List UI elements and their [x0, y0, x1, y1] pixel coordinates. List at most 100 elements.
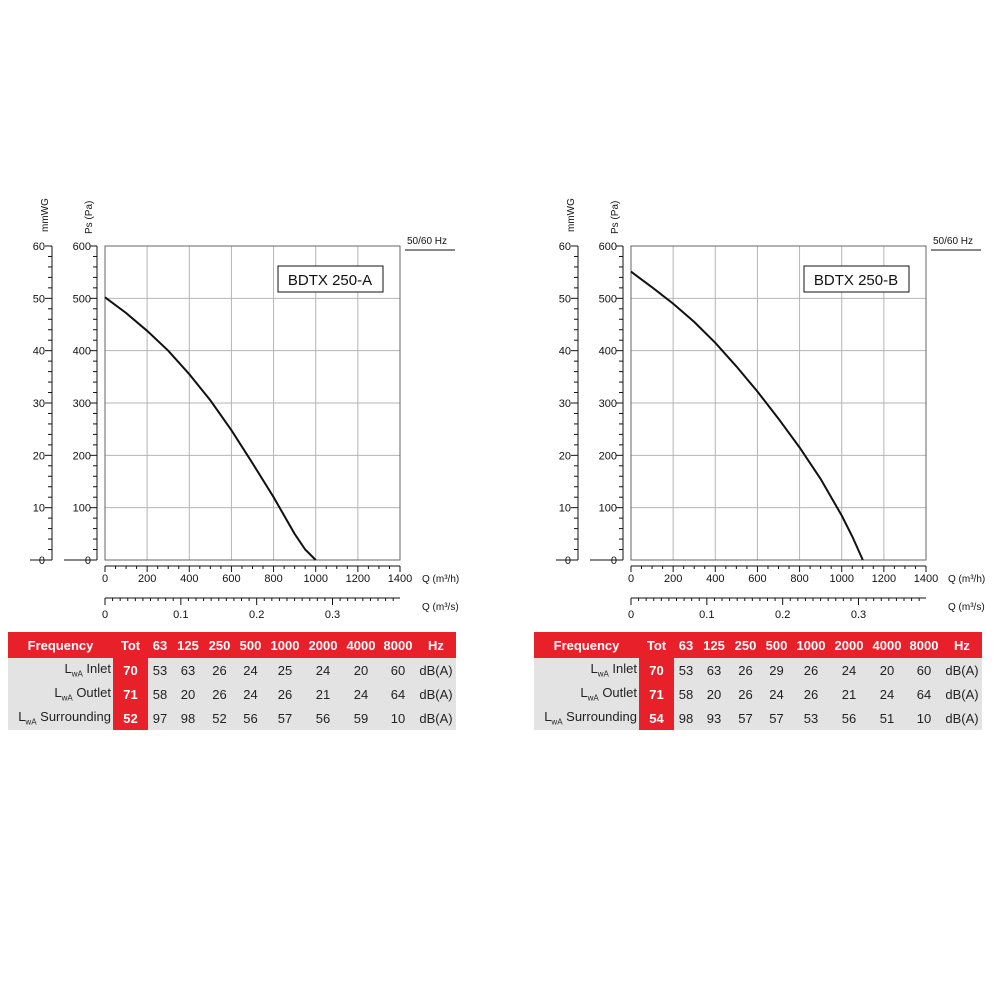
- x-tick-label: 800: [264, 573, 282, 585]
- pa-tick-label: 200: [599, 450, 617, 462]
- x2-tick-label: 0: [102, 609, 108, 621]
- unit-cell: dB(A): [416, 682, 456, 706]
- mmwg-tick-label: 60: [33, 241, 45, 253]
- band-value-cell: 26: [730, 682, 761, 706]
- band-value-cell: 64: [906, 682, 942, 706]
- band-value-cell: 56: [235, 706, 266, 730]
- band-value-cell: 24: [868, 682, 906, 706]
- row-label-sub: wA: [551, 717, 563, 727]
- band-value-cell: 24: [235, 682, 266, 706]
- x-tick-label: 1000: [303, 573, 327, 585]
- band-header: 4000: [868, 632, 906, 658]
- band-value-cell: 63: [698, 658, 730, 682]
- band-value-cell: 20: [868, 658, 906, 682]
- band-header: 8000: [906, 632, 942, 658]
- band-header: 2000: [830, 632, 868, 658]
- row-label-main: L: [580, 685, 588, 701]
- band-value-cell: 53: [148, 658, 172, 682]
- x-tick-label: 1400: [388, 573, 412, 585]
- total-cell: 70: [639, 658, 674, 682]
- x-tick-label: 200: [138, 573, 156, 585]
- mmwg-tick-label: 20: [559, 450, 571, 462]
- x-tick-label: 1200: [346, 573, 370, 585]
- fan-curve-line: [104, 296, 317, 561]
- band-value-cell: 21: [830, 682, 868, 706]
- unit-cell: dB(A): [416, 706, 456, 730]
- mmwg-tick-label: 30: [559, 398, 571, 410]
- row-label-main: L: [544, 709, 552, 725]
- band-value-cell: 25: [266, 658, 304, 682]
- x2-tick-label: 0.1: [699, 609, 714, 621]
- band-value-cell: 58: [148, 682, 172, 706]
- x2-tick-label: 0.3: [325, 609, 340, 621]
- band-header: 500: [235, 632, 266, 658]
- x2-tick-label: 0.2: [249, 609, 264, 621]
- row-label: LwA Outlet: [534, 682, 639, 706]
- model-label-box: [803, 265, 910, 293]
- fan-curve-chart-a: 0 100 200 300 400 500 600 0 10 20 30 40 50 60 mmWG Ps (…: [30, 198, 459, 621]
- row-label-sub: wA: [587, 693, 599, 703]
- band-value-cell: 98: [172, 706, 204, 730]
- mmwg-tick-label: 10: [559, 503, 571, 515]
- band-header: Tot: [639, 632, 674, 658]
- plot-frame: [104, 245, 401, 561]
- x2-axis-title: Q (m³/s): [948, 602, 985, 613]
- pa-tick-label: 600: [73, 241, 91, 253]
- band-value-cell: 56: [830, 706, 868, 730]
- table-row: LwA Inlet 70 53 63 26 29 26 24 20 60 dB(A): [534, 658, 982, 682]
- model-label-box: [277, 265, 384, 293]
- band-header: 250: [204, 632, 235, 658]
- x-tick-label: 800: [790, 573, 808, 585]
- pa-tick-label: 400: [599, 346, 617, 358]
- total-cell: 71: [639, 682, 674, 706]
- frequency-label: 50/60 Hz: [933, 236, 973, 247]
- band-header: 63: [674, 632, 698, 658]
- band-value-cell: 21: [304, 682, 342, 706]
- band-value-cell: 24: [235, 658, 266, 682]
- band-value-cell: 59: [342, 706, 380, 730]
- band-value-cell: 20: [698, 682, 730, 706]
- band-value-cell: 98: [674, 706, 698, 730]
- pa-tick-label: 500: [73, 293, 91, 305]
- row-label-text: Outlet: [72, 685, 111, 701]
- row-label: LwA Inlet: [8, 658, 113, 682]
- x2-tick-label: 0.1: [173, 609, 188, 621]
- frequency-label: 50/60 Hz: [407, 236, 447, 247]
- band-value-cell: 26: [266, 682, 304, 706]
- pa-tick-label: 0: [611, 555, 617, 567]
- row-label-main: L: [18, 709, 26, 725]
- unit-cell: dB(A): [416, 658, 456, 682]
- frequency-header: Frequency: [534, 632, 639, 658]
- band-header: 2000: [304, 632, 342, 658]
- pa-tick-label: 400: [73, 346, 91, 358]
- table-row: LwA Outlet 71 58 20 26 24 26 21 24 64 dB(A): [8, 682, 456, 706]
- x2-tick-label: 0.3: [851, 609, 866, 621]
- fan-curve-line: [630, 270, 864, 561]
- table-row: LwA Surrounding 52 97 98 52 56 57 56 59 10 dB(A): [8, 706, 456, 730]
- unit-cell: dB(A): [942, 706, 982, 730]
- table-row: LwA Outlet 71 58 20 26 24 26 21 24 64 dB(A): [534, 682, 982, 706]
- band-header: 250: [730, 632, 761, 658]
- mmwg-tick-label: 40: [33, 346, 45, 358]
- band-header: Tot: [113, 632, 148, 658]
- x2-tick-label: 0: [628, 609, 634, 621]
- chart-panel-a: 0 100 200 300 400 500 600 0 10 20 30 40 50 60 mmWG Ps (…: [8, 198, 459, 730]
- band-value-cell: 57: [730, 706, 761, 730]
- row-label-main: L: [54, 685, 62, 701]
- row-label-text: Outlet: [598, 685, 637, 701]
- band-header: 4000: [342, 632, 380, 658]
- unit-cell: dB(A): [942, 682, 982, 706]
- row-label-main: L: [64, 661, 72, 677]
- band-value-cell: 24: [830, 658, 868, 682]
- band-value-cell: 10: [906, 706, 942, 730]
- total-cell: 52: [113, 706, 148, 730]
- x-tick-label: 600: [222, 573, 240, 585]
- band-header: 1000: [266, 632, 304, 658]
- mmwg-axis-title: mmWG: [40, 198, 51, 232]
- band-header: Hz: [416, 632, 456, 658]
- band-value-cell: 52: [204, 706, 235, 730]
- pa-tick-label: 100: [73, 503, 91, 515]
- total-cell: 54: [639, 706, 674, 730]
- row-label-text: Surrounding: [36, 709, 111, 725]
- x-tick-label: 400: [706, 573, 724, 585]
